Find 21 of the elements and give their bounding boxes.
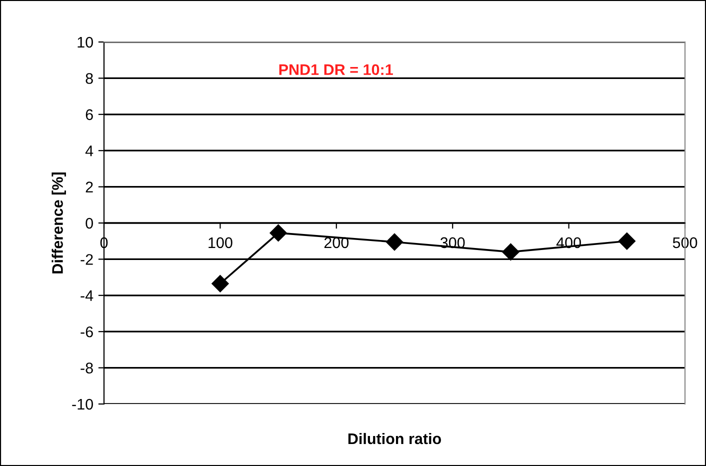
y-tick-label: 6	[86, 109, 93, 120]
annotation: PND1 DR = 10:1	[279, 64, 393, 76]
point	[618, 232, 636, 250]
x-tick-label: 100	[208, 237, 232, 248]
y-tick-label: 0	[86, 218, 93, 229]
x-axis-title: Dilution ratio	[348, 432, 442, 444]
point	[502, 243, 520, 261]
y-tick-label: -8	[80, 362, 93, 374]
point	[270, 224, 287, 242]
point	[212, 275, 229, 292]
y-tick-label: 4	[85, 146, 94, 156]
y-tick-label: -6	[80, 326, 93, 338]
point	[386, 233, 404, 251]
y-tick-label: 8	[86, 73, 93, 84]
y-tick-label: -4	[80, 290, 94, 301]
y-axis-title: Difference [%]	[52, 172, 66, 274]
y-tick-label: 2	[86, 182, 93, 192]
y-tick-label: -10	[72, 398, 93, 410]
y-tick-label: -2	[80, 254, 93, 265]
y-tick-label: 10	[78, 36, 93, 48]
x-tick-label: 500	[672, 237, 698, 248]
